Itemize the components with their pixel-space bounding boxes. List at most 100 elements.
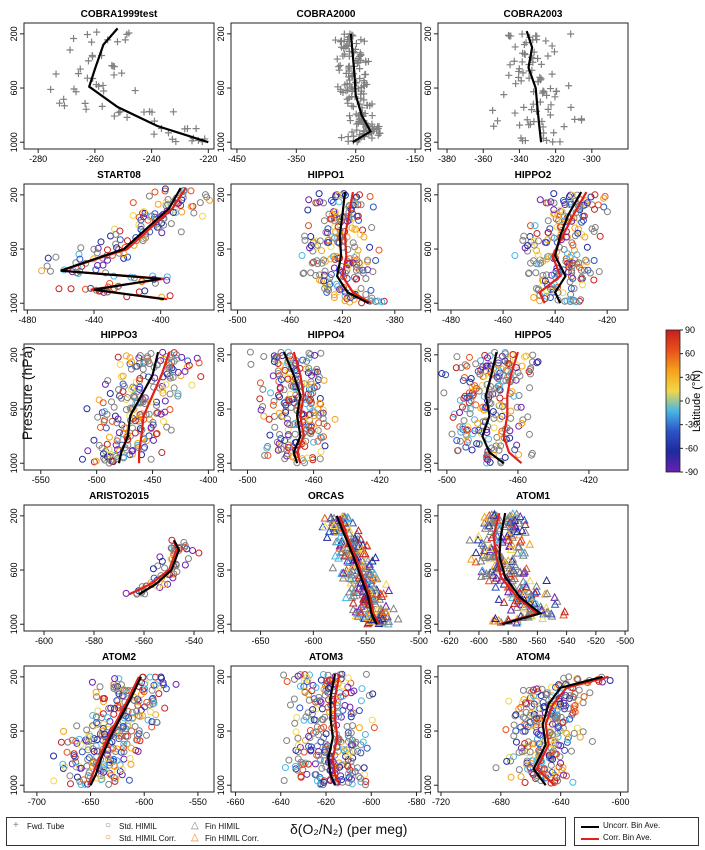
data-point <box>108 457 116 465</box>
data-point <box>583 199 591 207</box>
data-point <box>300 716 308 724</box>
data-point <box>548 42 556 50</box>
data-point <box>355 773 363 781</box>
y-tick-label: 600 <box>9 242 19 257</box>
data-point <box>456 437 464 445</box>
x-tick-label: -420 <box>371 475 389 485</box>
data-point <box>351 568 361 577</box>
data-point <box>499 597 509 606</box>
data-point <box>468 383 476 391</box>
panel-title: ATOM2 <box>102 652 137 663</box>
data-point <box>98 102 106 110</box>
data-point <box>166 390 174 398</box>
line-legend-box: Uncorr. Bin Ave. Corr. Bin Ave. <box>574 817 699 846</box>
y-tick-label: 600 <box>423 402 433 417</box>
data-point <box>110 71 118 79</box>
uncorr-bin-ave-line <box>498 512 543 626</box>
x-tick-label: -540 <box>558 636 576 646</box>
data-point <box>315 419 323 427</box>
data-point <box>110 710 118 718</box>
x-tick-label: -700 <box>28 797 46 807</box>
data-point <box>323 229 331 237</box>
data-point <box>157 410 165 418</box>
data-point <box>349 103 357 111</box>
data-point <box>118 69 126 77</box>
data-point <box>177 228 185 236</box>
y-tick-label: 1000 <box>216 775 226 795</box>
x-tick-label: -340 <box>510 154 528 164</box>
data-point <box>351 243 359 251</box>
data-point <box>496 369 504 377</box>
data-point <box>305 696 313 704</box>
data-point <box>458 403 466 411</box>
x-tick-label: -540 <box>185 636 203 646</box>
data-point <box>283 452 291 460</box>
x-tick-label: -580 <box>407 797 425 807</box>
data-point <box>343 295 351 303</box>
data-point <box>591 205 599 213</box>
data-point <box>292 391 300 399</box>
data-point <box>154 562 162 570</box>
data-point <box>152 430 160 438</box>
data-point <box>493 433 501 441</box>
data-point <box>113 697 121 705</box>
data-point <box>515 511 525 521</box>
data-point <box>169 208 177 216</box>
data-point <box>148 723 156 731</box>
data-point <box>103 256 111 264</box>
data-point <box>483 521 493 530</box>
data-point <box>349 239 357 247</box>
data-point <box>578 115 586 123</box>
data-point <box>153 398 161 406</box>
data-point <box>93 736 101 744</box>
data-point <box>565 193 573 201</box>
data-point <box>463 362 471 370</box>
data-point <box>349 747 357 755</box>
data-point <box>305 411 313 419</box>
data-point <box>345 778 353 786</box>
data-point <box>198 212 206 220</box>
data-point <box>131 417 139 425</box>
data-point <box>99 81 107 89</box>
x-tick-label: -580 <box>499 636 517 646</box>
data-point <box>586 689 594 697</box>
data-point <box>348 780 356 788</box>
data-point <box>342 752 350 760</box>
data-point <box>316 271 324 279</box>
data-point <box>521 50 529 58</box>
legend-fin-himil: Fin HIMIL <box>205 822 240 831</box>
data-point <box>355 707 363 715</box>
data-point <box>518 58 526 66</box>
data-point <box>307 743 315 751</box>
data-point <box>93 28 101 36</box>
data-point <box>357 285 365 293</box>
corr-bin-ave-line <box>338 515 380 625</box>
data-point <box>154 200 162 208</box>
data-point <box>76 777 84 785</box>
data-point <box>601 193 609 201</box>
data-point <box>355 724 363 732</box>
data-point <box>344 762 352 770</box>
data-point <box>530 599 539 608</box>
data-point <box>108 62 116 70</box>
data-point <box>370 125 378 133</box>
data-point <box>55 285 63 293</box>
data-point <box>479 551 489 560</box>
data-point <box>530 237 538 245</box>
data-point <box>77 244 85 252</box>
data-point <box>534 705 542 713</box>
data-point <box>116 767 124 775</box>
data-point <box>333 280 341 288</box>
data-point <box>376 129 384 137</box>
x-tick-label: -350 <box>287 154 305 164</box>
data-point <box>537 60 545 68</box>
data-point <box>513 441 521 449</box>
data-point <box>300 760 308 768</box>
data-point <box>307 351 315 359</box>
data-point <box>335 198 343 206</box>
data-point <box>559 718 567 726</box>
data-point <box>343 556 352 565</box>
data-point <box>534 78 542 86</box>
data-point <box>515 73 523 81</box>
data-point <box>150 130 158 138</box>
